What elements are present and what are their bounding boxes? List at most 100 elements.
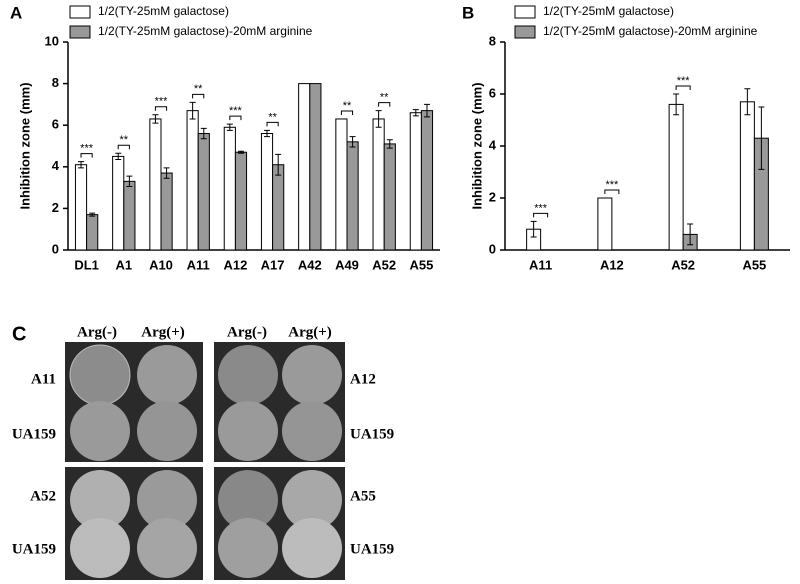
bar (346, 141, 359, 251)
error-bar (687, 223, 694, 246)
y-tick-label: 0 (489, 241, 496, 256)
y-tick-label: 6 (489, 85, 496, 100)
bar (234, 151, 248, 251)
error-bar (189, 101, 196, 120)
bar (668, 103, 684, 251)
x-tick-label: A49 (335, 257, 359, 272)
significance-label: ** (194, 83, 203, 95)
bar (112, 155, 125, 251)
error-bar (349, 136, 356, 148)
x-tick-label: A52 (372, 257, 396, 272)
error-bar (89, 212, 96, 217)
significance-label: *** (677, 75, 691, 87)
bar (597, 197, 613, 251)
legend-swatch (69, 5, 91, 19)
legend-swatch (514, 25, 536, 39)
bar (739, 101, 755, 251)
significance-label: *** (229, 105, 243, 117)
x-tick-label: A17 (261, 257, 285, 272)
x-tick-label: A52 (671, 257, 695, 272)
significance-label: *** (605, 179, 619, 191)
significance-label: ** (380, 92, 389, 104)
y-tick-label: 2 (52, 200, 59, 215)
panel-label: A (10, 3, 22, 22)
error-bar (163, 167, 170, 179)
x-tick-label: A11 (529, 257, 552, 272)
significance-label: ** (120, 134, 129, 146)
error-bar (237, 150, 244, 154)
x-tick-label: DL1 (74, 257, 99, 272)
error-bar (375, 110, 382, 128)
row-label: UA159 (12, 426, 56, 442)
error-bar (115, 152, 122, 161)
error-bar (530, 220, 537, 238)
bar (160, 172, 173, 251)
legend-label: 1/2(TY-25mM galactose) (543, 4, 674, 18)
bar (335, 118, 348, 251)
row-label: A12 (350, 371, 376, 387)
panel-label: B (462, 3, 474, 22)
error-bar (126, 175, 133, 188)
y-tick-label: 4 (489, 137, 497, 152)
error-bar (744, 88, 751, 116)
bar (197, 133, 210, 251)
error-bar (673, 93, 680, 116)
column-header: Arg(-) (77, 324, 117, 340)
y-tick-label: 8 (489, 33, 496, 48)
legend-swatch (514, 5, 536, 19)
row-label: A55 (350, 488, 376, 504)
significance-bracket (378, 102, 391, 107)
row-label: UA159 (350, 426, 394, 442)
y-tick-label: 2 (489, 189, 496, 204)
bar (149, 118, 162, 251)
bar (372, 118, 385, 251)
significance-bracket (340, 110, 354, 115)
x-tick-label: A11 (187, 257, 210, 272)
error-bar (275, 153, 282, 176)
error-bar (200, 127, 207, 140)
bar (298, 83, 311, 251)
significance-bracket (533, 212, 549, 218)
bar (409, 112, 422, 251)
significance-label: *** (534, 202, 548, 214)
row-label: A11 (31, 371, 56, 387)
x-tick-label: A55 (742, 257, 766, 272)
bar (272, 164, 285, 251)
bar (420, 110, 434, 251)
column-header: Arg(+) (288, 324, 332, 340)
significance-bracket (266, 121, 279, 127)
significance-bracket (117, 144, 130, 150)
error-bar (758, 106, 765, 170)
bar (260, 133, 274, 251)
column-header: Arg(-) (227, 324, 267, 340)
significance-bracket (229, 115, 242, 121)
significance-label: ** (343, 100, 352, 112)
significance-label: ** (268, 111, 277, 123)
y-tick-label: 8 (52, 75, 59, 90)
x-tick-label: A12 (223, 257, 247, 272)
significance-bracket (192, 93, 205, 99)
error-bar (423, 103, 430, 118)
significance-bracket (154, 106, 168, 111)
significance-bracket (80, 153, 93, 158)
error-bar (78, 161, 85, 169)
significance-bracket (675, 85, 691, 90)
x-tick-label: A1 (115, 257, 132, 272)
row-label: UA159 (12, 541, 56, 557)
plate-photos (65, 342, 345, 580)
panel-label: C (12, 323, 26, 345)
error-bar (386, 139, 393, 149)
bar (86, 214, 99, 251)
error-bar (412, 109, 419, 117)
y-tick-label: 10 (45, 33, 59, 48)
row-label: A52 (30, 488, 56, 504)
column-header: Arg(+) (141, 324, 185, 340)
bar (309, 83, 322, 251)
legend-label: 1/2(TY-25mM galactose)-20mM arginine (98, 24, 313, 38)
legend-label: 1/2(TY-25mM galactose)-20mM arginine (543, 24, 758, 38)
bar (123, 180, 136, 251)
x-tick-label: A12 (600, 257, 624, 272)
error-bar (264, 129, 271, 138)
significance-bracket (604, 189, 620, 194)
